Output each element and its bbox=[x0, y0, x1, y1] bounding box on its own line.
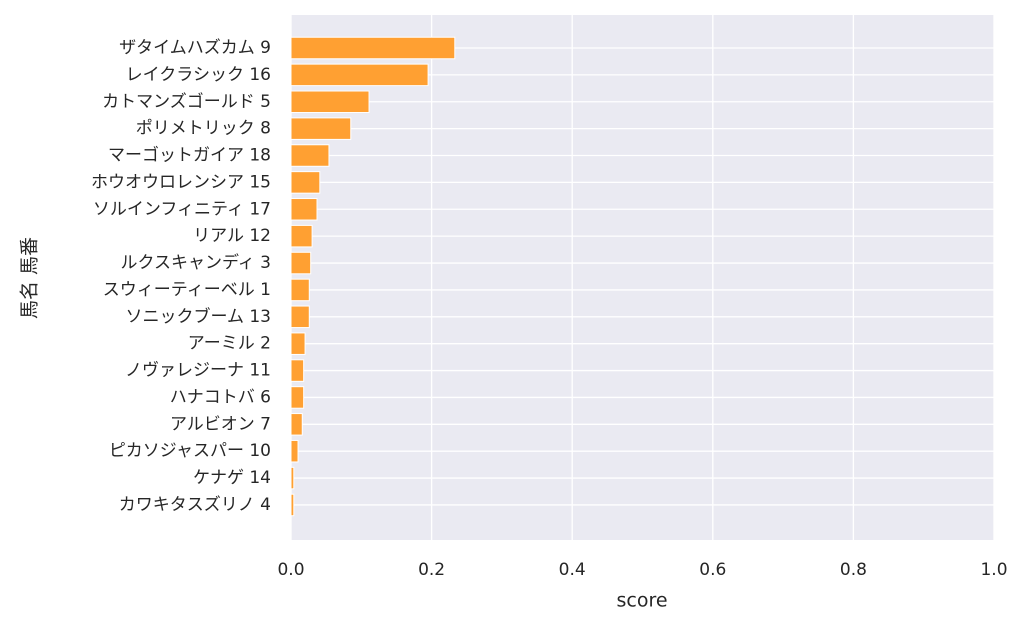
y-tick-label: アルビオン 7 bbox=[170, 414, 271, 434]
y-tick-label: マーゴットガイア 18 bbox=[108, 145, 271, 166]
bar bbox=[290, 493, 295, 517]
x-tick-label: 0.8 bbox=[840, 560, 867, 580]
y-tick-label: ピカソジャスパー 10 bbox=[109, 441, 271, 461]
x-tick-label: 0.2 bbox=[418, 560, 445, 580]
y-tick-label: ソニックブーム 13 bbox=[125, 306, 271, 327]
y-tick-label: スウィーティーベル 1 bbox=[103, 280, 271, 300]
bar bbox=[290, 413, 303, 436]
y-tick-label: ポリメトリック 8 bbox=[136, 119, 271, 139]
bar bbox=[290, 305, 310, 329]
bar bbox=[290, 466, 295, 490]
y-axis-label: 馬名 馬番 bbox=[19, 237, 41, 319]
y-tick-label: ルクスキャンディ 3 bbox=[120, 252, 271, 273]
x-axis-label: score bbox=[616, 590, 667, 612]
x-tick-label: 0.0 bbox=[277, 560, 304, 580]
y-tick-label: レイクラシック 16 bbox=[126, 65, 271, 85]
bar bbox=[290, 332, 306, 355]
bar bbox=[290, 359, 305, 382]
bar bbox=[290, 386, 305, 409]
bar bbox=[290, 251, 312, 275]
y-tick-label: ケナゲ 14 bbox=[193, 468, 271, 488]
y-tick-label: カワキタスズリノ 4 bbox=[119, 495, 271, 515]
plot-area bbox=[291, 15, 994, 540]
bar bbox=[290, 36, 456, 60]
bar bbox=[290, 90, 370, 114]
bar bbox=[290, 198, 318, 221]
x-tick-label: 1.0 bbox=[980, 560, 1007, 580]
x-tick-label: 0.6 bbox=[699, 560, 726, 580]
y-tick-label: ホウオウロレンシア 15 bbox=[91, 172, 271, 192]
y-tick-label: ソルインフィニティ 17 bbox=[93, 199, 271, 219]
bar bbox=[290, 224, 313, 248]
y-tick-label: カトマンズゴールド 5 bbox=[102, 91, 271, 112]
bar bbox=[290, 63, 429, 87]
y-tick-label: アーミル 2 bbox=[188, 334, 271, 354]
bar bbox=[290, 117, 352, 140]
bar bbox=[290, 278, 310, 302]
y-tick-label: ザタイムハズカム 9 bbox=[119, 38, 271, 58]
x-tick-label: 0.4 bbox=[559, 560, 586, 580]
y-tick-label: ノヴァレジーナ 11 bbox=[125, 361, 271, 381]
bar bbox=[290, 144, 330, 167]
y-tick-label: ハナコトバ 6 bbox=[170, 387, 271, 407]
bar bbox=[290, 171, 321, 194]
y-tick-label: リアル 12 bbox=[193, 226, 271, 246]
bar bbox=[290, 439, 299, 463]
